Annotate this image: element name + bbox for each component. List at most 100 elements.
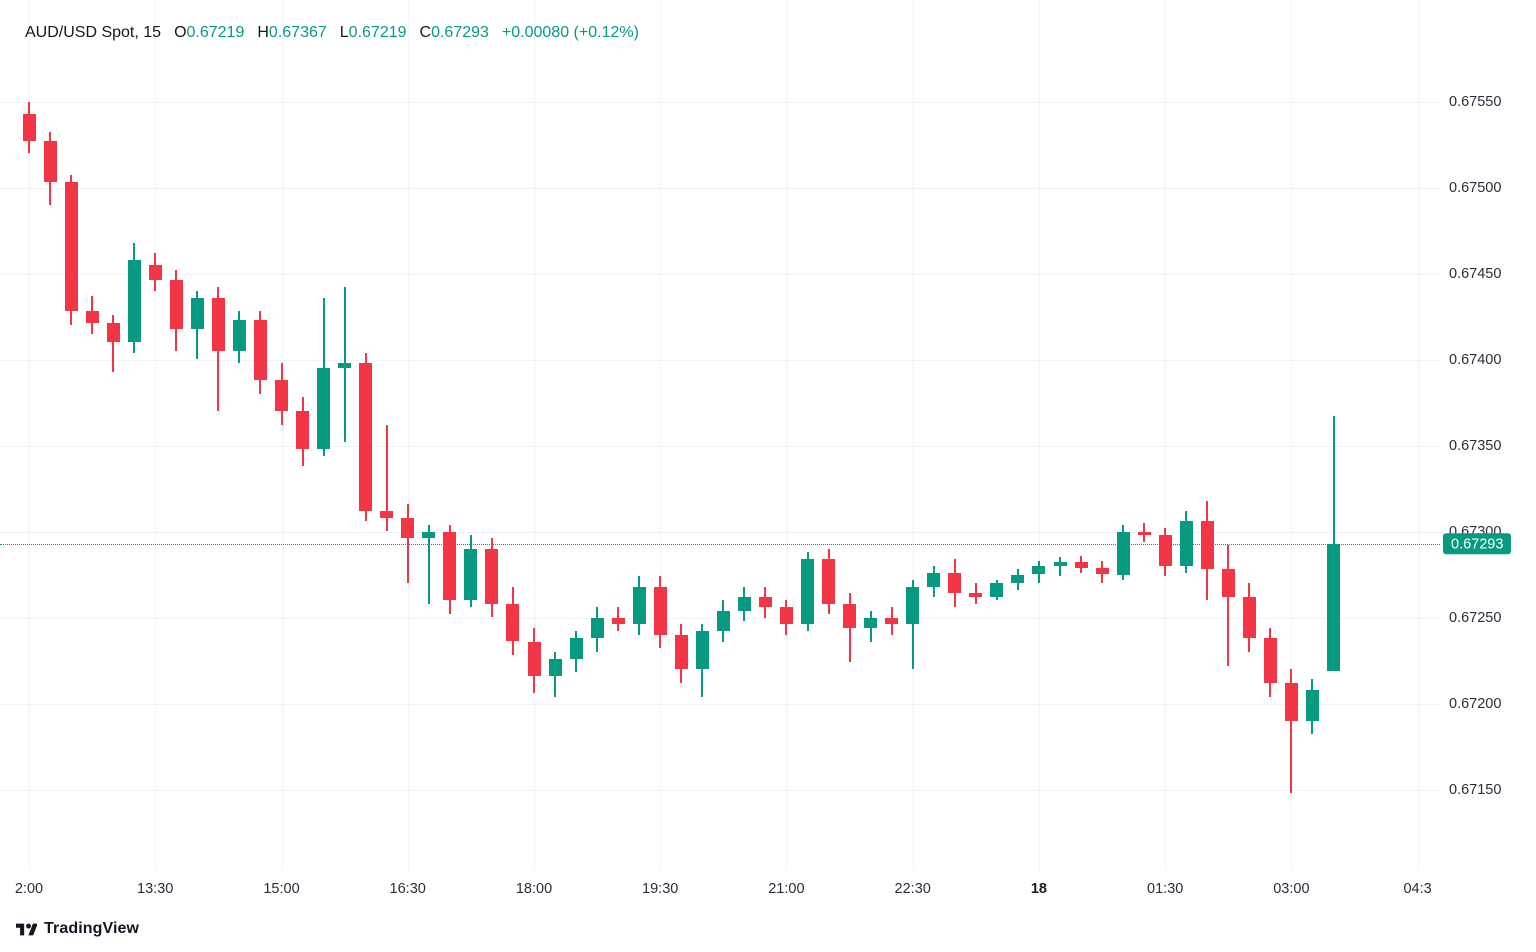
h-gridline (0, 273, 1440, 275)
candle-body (590, 617, 604, 639)
v-gridline (912, 0, 914, 870)
candle-body (737, 596, 751, 611)
candle-wick (1227, 545, 1230, 666)
chart-legend: AUD/USD Spot, 15 O0.67219 H0.67367 L0.67… (25, 24, 639, 42)
ohlc-close: C0.67293 (420, 24, 489, 42)
ohlc-open: O0.67219 (174, 24, 244, 42)
v-gridline (786, 0, 788, 870)
v-gridline (155, 0, 157, 870)
time-tick-label: 16:30 (389, 881, 426, 897)
candle-body (548, 658, 562, 676)
candle-body (1327, 543, 1340, 671)
price-tick-label: 0.67550 (1449, 93, 1502, 110)
candle-body (422, 531, 436, 539)
candle-body (43, 141, 57, 183)
candle-body (1053, 562, 1067, 566)
ohlc-low-label: L (339, 24, 349, 41)
candle-body (674, 634, 688, 670)
candle-body (338, 362, 352, 369)
tradingview-attribution[interactable]: TradingView (16, 916, 139, 942)
plot-area[interactable] (0, 0, 1440, 870)
candle-wick (1059, 557, 1061, 577)
ohlc-high-label: H (257, 24, 269, 41)
h-gridline (0, 531, 1440, 533)
candle-body (127, 259, 141, 343)
candle-body (569, 638, 583, 659)
price-tick-label: 0.67250 (1449, 609, 1502, 626)
candle-body (1116, 531, 1130, 575)
candle-wick (1290, 669, 1293, 793)
v-gridline (660, 0, 662, 870)
candle-body (275, 380, 288, 412)
candle-body (1263, 638, 1277, 683)
v-gridline (1417, 0, 1419, 870)
ohlc-high: H0.67367 (257, 24, 326, 42)
candle-body (190, 297, 204, 329)
candle-body (1011, 574, 1025, 584)
price-tick-label: 0.67350 (1449, 437, 1502, 454)
candle-body (864, 617, 878, 628)
h-gridline (0, 187, 1440, 189)
v-gridline (281, 0, 283, 870)
h-gridline (0, 703, 1440, 705)
candle-body (1242, 596, 1256, 639)
candle-body (106, 323, 120, 343)
v-gridline (407, 0, 409, 870)
candle-body (359, 362, 373, 511)
candle-body (885, 617, 899, 625)
time-axis[interactable]: 2:00 13:30 15:00 16:30 18:00 19:30 21:00 22:30 1… (0, 870, 1440, 912)
ohlc-low: L0.67219 (340, 24, 407, 42)
candle-wick (1332, 416, 1335, 671)
time-tick-label: 18 (1030, 881, 1047, 897)
candle-body (1305, 689, 1319, 721)
candle-body (485, 548, 499, 604)
candle-body (653, 586, 667, 635)
time-tick-label: 15:00 (263, 881, 300, 897)
ohlc-close-value: 0.67293 (431, 24, 489, 41)
candle-body (253, 319, 267, 381)
candle-body (148, 264, 162, 281)
last-price-line (0, 543, 1440, 545)
tradingview-wordmark: TradingView (44, 920, 140, 937)
v-gridline (1038, 0, 1040, 870)
candle-body (64, 182, 78, 312)
candle-wick (112, 314, 115, 372)
candle-body (990, 583, 1004, 597)
candle-body (232, 319, 246, 351)
h-gridline (0, 101, 1440, 103)
candle-body (843, 603, 857, 628)
time-tick-label: 21:00 (768, 881, 805, 897)
candle-body (969, 593, 983, 597)
symbol-title[interactable]: AUD/USD Spot, 15 (25, 24, 162, 41)
candle-body (1095, 567, 1109, 575)
time-tick-label: 18:00 (515, 881, 553, 897)
time-tick-label: 03:00 (1273, 881, 1310, 897)
h-gridline (0, 445, 1440, 447)
price-tick-label: 0.67200 (1449, 695, 1502, 712)
candle-body (506, 603, 520, 642)
last-price-badge: 0.67293 (1443, 532, 1512, 555)
candle-body (443, 531, 457, 601)
candle-wick (385, 424, 388, 532)
candle-body (632, 586, 646, 625)
candle-body (1158, 534, 1172, 566)
candle-body (380, 510, 394, 518)
candle-body (779, 607, 793, 625)
tradingview-logo-icon (16, 921, 37, 938)
candle-body (296, 411, 309, 449)
candle-body (611, 617, 625, 625)
candle-body (1200, 521, 1214, 570)
candle-body (716, 610, 730, 632)
candle-body (22, 113, 36, 141)
price-axis[interactable]: 0.67550 0.67500 0.67450 0.67400 0.67350 0.673… (1440, 0, 1536, 870)
candle-wick (848, 593, 851, 663)
candle-body (758, 596, 772, 608)
candle-body (1074, 562, 1088, 568)
v-gridline (1291, 0, 1293, 870)
candle-body (1284, 682, 1298, 721)
v-gridline (1165, 0, 1167, 870)
candle-body (1137, 531, 1151, 535)
candle-body (948, 572, 962, 594)
ohlc-open-value: 0.67219 (186, 24, 245, 41)
